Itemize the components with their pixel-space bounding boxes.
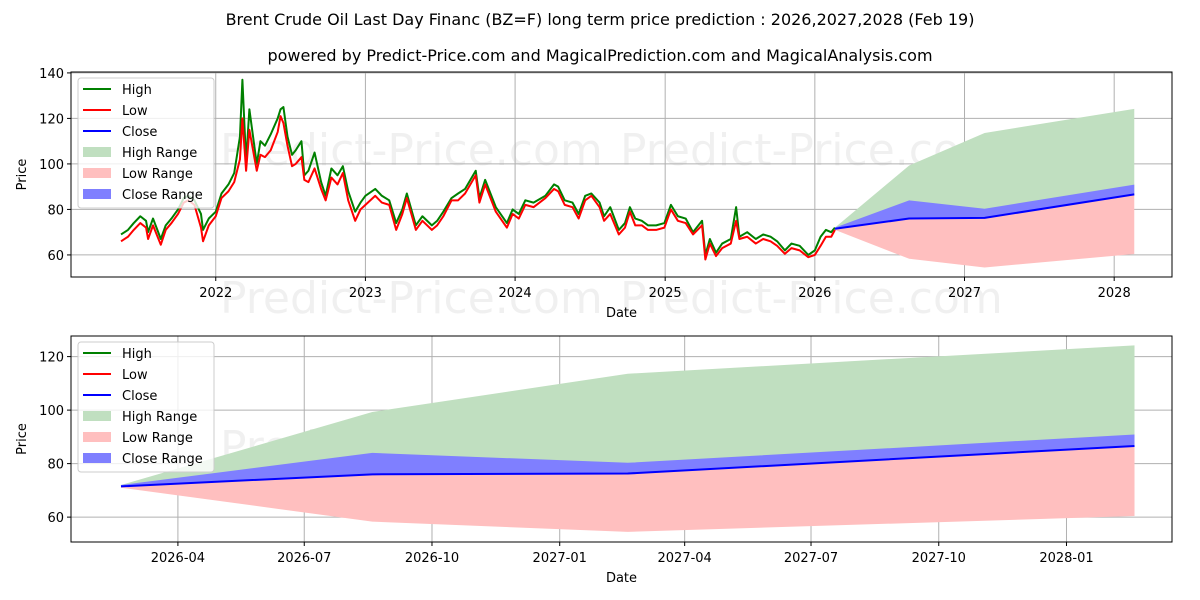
- x-tick-label: 2027-01: [533, 551, 587, 566]
- x-tick-label: 2026-04: [151, 551, 205, 566]
- chart-panel-1: Predict-Price.com Predict-Price.com Predic…: [15, 67, 1173, 324]
- watermark: Predict-Price.com: [220, 273, 603, 324]
- x-tick-label: 2023: [349, 286, 382, 301]
- legend-swatch-patch: [83, 411, 111, 421]
- x-tick-label: 2024: [499, 286, 532, 301]
- legend-label: Low Range: [122, 167, 193, 182]
- x-tick-label: 2028: [1098, 286, 1131, 301]
- legend-swatch-patch: [83, 147, 111, 157]
- high-series-line: [120, 78, 836, 256]
- chart-subtitle: powered by Predict-Price.com and Magical…: [267, 46, 933, 65]
- legend-label: High Range: [122, 146, 197, 161]
- low-range-area: [834, 194, 1135, 268]
- plot-area: [120, 345, 1135, 532]
- x-tick-label: 2022: [199, 286, 232, 301]
- legend-label: Close: [122, 389, 157, 404]
- x-tick-label: 2027-07: [784, 551, 838, 566]
- legend-label: Low: [122, 104, 148, 119]
- legend-swatch-patch: [83, 189, 111, 199]
- low-range-area: [120, 445, 1135, 532]
- chart-panel-2: Predict-Price.comPredict-Price.com608010…: [15, 335, 1173, 586]
- x-axis-label: Date: [606, 306, 637, 321]
- x-tick-label: 2027-10: [912, 551, 966, 566]
- y-tick-label: 120: [39, 351, 64, 366]
- y-tick-label: 100: [39, 158, 64, 173]
- y-axis-label: Price: [15, 423, 30, 455]
- legend-swatch-patch: [83, 453, 111, 463]
- x-tick-label: 2025: [649, 286, 682, 301]
- y-tick-label: 60: [47, 249, 64, 264]
- legend-label: Close Range: [122, 452, 203, 467]
- axes-frame: [70, 335, 1173, 543]
- legend-label: Low Range: [122, 431, 193, 446]
- x-tick-label: 2026-07: [277, 551, 331, 566]
- y-tick-label: 60: [47, 511, 64, 526]
- legend-label: High: [122, 83, 152, 98]
- legend-box: [77, 77, 215, 209]
- y-axis-label: Price: [15, 159, 30, 191]
- x-tick-label: 2027: [948, 286, 981, 301]
- legend: High Low Close High Range Low Range Close Ran…: [77, 341, 215, 473]
- legend-label: High: [122, 347, 152, 362]
- y-tick-label: 80: [47, 203, 64, 218]
- close-forecast-line: [834, 193, 1135, 230]
- x-axis-label: Date: [606, 571, 637, 586]
- plot-area: [120, 78, 1135, 268]
- legend-label: Low: [122, 368, 148, 383]
- legend-swatch-patch: [83, 168, 111, 178]
- watermark: Predict-Price.com: [220, 125, 603, 176]
- watermark: Predict-Price.com: [620, 273, 1003, 324]
- x-tick-label: 2028-01: [1039, 551, 1093, 566]
- axes-frame: [70, 71, 1173, 278]
- y-tick-label: 100: [39, 404, 64, 419]
- close-forecast-line: [120, 444, 1135, 488]
- y-tick-label: 80: [47, 458, 64, 473]
- y-tick-label: 140: [39, 67, 64, 82]
- y-tick-label: 120: [39, 112, 64, 127]
- legend-label: Close: [122, 125, 157, 140]
- x-tick-label: 2026-10: [405, 551, 459, 566]
- legend-swatch-patch: [83, 432, 111, 442]
- legend: High Low Close High Range Low Range Close Ran…: [77, 77, 215, 209]
- low-series-line: [120, 115, 836, 261]
- legend-box: [77, 341, 215, 473]
- legend-label: High Range: [122, 410, 197, 425]
- legend-label: Close Range: [122, 188, 203, 203]
- x-tick-label: 2026: [798, 286, 831, 301]
- chart-title: Brent Crude Oil Last Day Financ (BZ=F) l…: [225, 10, 975, 29]
- x-tick-label: 2027-04: [658, 551, 712, 566]
